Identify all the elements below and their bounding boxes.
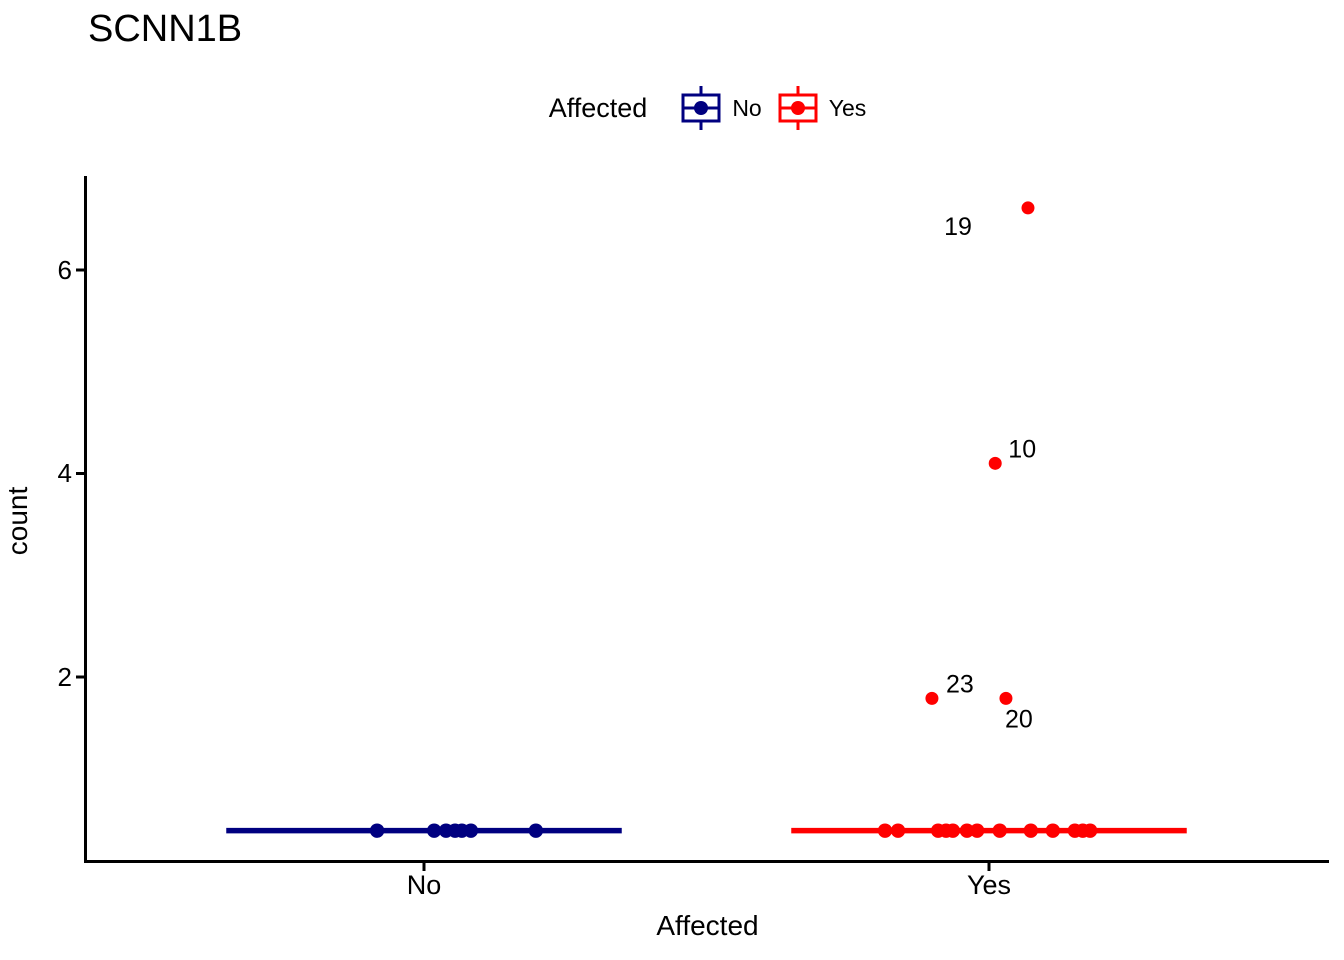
x-tick-label-no: No	[406, 870, 442, 900]
data-point	[959, 823, 975, 838]
data-point	[877, 823, 893, 838]
outlier-point	[1021, 201, 1035, 215]
plot-title: SCNN1B	[88, 8, 243, 50]
x-tick-label-yes: Yes	[966, 870, 1012, 900]
data-point	[992, 823, 1007, 838]
outlier-label: 19	[944, 213, 972, 241]
data-point	[890, 823, 906, 838]
legend-title: Affected	[548, 92, 648, 123]
legend-item-no: No	[679, 84, 762, 132]
y-tick-label-6: 6	[57, 255, 72, 285]
data-point	[369, 823, 385, 838]
y-tick-label-4: 4	[57, 458, 72, 488]
legend-label-no: No	[732, 94, 762, 121]
data-point	[1023, 823, 1039, 838]
data-point	[969, 823, 985, 838]
y-axis-title: count	[2, 486, 33, 556]
legend: Affected No Yes	[86, 84, 1329, 132]
data-point	[463, 823, 479, 838]
outlier-label: 23	[946, 670, 974, 698]
legend-item-yes: Yes	[776, 84, 867, 132]
legend-label-yes: Yes	[828, 94, 867, 121]
data-point	[528, 823, 544, 838]
outlier-label: 10	[1008, 435, 1036, 463]
outlier-point	[925, 691, 939, 705]
x-axis-title: Affected	[656, 910, 759, 941]
data-point	[1045, 823, 1061, 838]
outlier-point	[988, 456, 1002, 470]
data-point	[426, 823, 442, 838]
data-point	[945, 823, 961, 838]
y-tick-label-2: 2	[57, 662, 72, 692]
outlier-point	[999, 691, 1013, 705]
outlier-label: 20	[1005, 705, 1033, 733]
data-point	[1082, 823, 1098, 838]
boxplot-key-icon	[778, 86, 818, 130]
boxplot-key-icon	[681, 86, 721, 130]
